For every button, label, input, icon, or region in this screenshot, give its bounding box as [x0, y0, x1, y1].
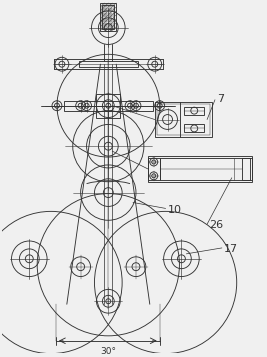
Bar [96, 94, 120, 117]
Bar [148, 158, 160, 180]
Bar [184, 107, 204, 115]
Bar [102, 5, 114, 29]
Bar [160, 158, 250, 180]
Text: 26: 26 [209, 220, 223, 230]
Bar [148, 156, 252, 182]
Text: 7: 7 [217, 94, 224, 104]
Bar [79, 61, 138, 67]
Text: 30°: 30° [100, 347, 116, 356]
Text: 17: 17 [224, 244, 238, 254]
Bar [184, 125, 204, 132]
Bar [64, 101, 153, 111]
Bar [100, 3, 116, 31]
Bar [155, 102, 212, 137]
Text: 10: 10 [168, 205, 182, 215]
Bar [242, 158, 252, 180]
Bar [157, 104, 210, 135]
